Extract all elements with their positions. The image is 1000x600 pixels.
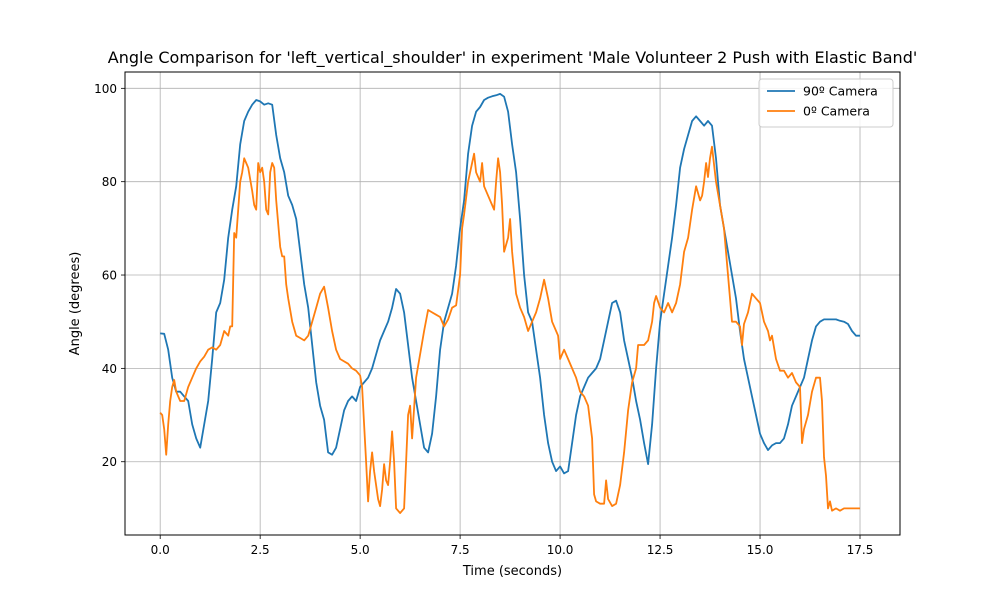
y-axis-label: Angle (degrees) [68,252,83,356]
axis-ticks: 0.0 2.5 5.0 7.5 10.0 12.5 15.0 17.5 20 40 60 80 100 [94,82,873,557]
plot-frame [124,71,901,536]
x-axis-label: Time (seconds) [462,564,562,579]
legend-label: 90º Camera [803,84,878,99]
y-tick-label: 60 [102,269,117,283]
x-tick-label: 0.0 [151,543,170,557]
x-tick-label: 15.0 [747,543,774,557]
x-tick-label: 7.5 [451,543,470,557]
y-tick-label: 20 [102,455,117,469]
y-tick-label: 40 [102,362,117,376]
x-tick-label: 10.0 [547,543,574,557]
legend: 90º Camera 0º Camera [758,78,894,128]
chart-title: Angle Comparison for 'left_vertical_shou… [108,48,918,68]
x-tick-label: 17.5 [847,543,874,557]
x-tick-label: 2.5 [251,543,270,557]
y-tick-label: 100 [94,82,117,96]
grid [125,72,900,535]
legend-label: 0º Camera [803,104,870,119]
x-tick-label: 5.0 [351,543,370,557]
series-line-camera-90 [160,93,860,475]
series-line-camera-0 [159,145,860,514]
y-tick-label: 80 [102,175,117,189]
x-tick-label: 12.5 [647,543,674,557]
series-lines [159,93,860,514]
